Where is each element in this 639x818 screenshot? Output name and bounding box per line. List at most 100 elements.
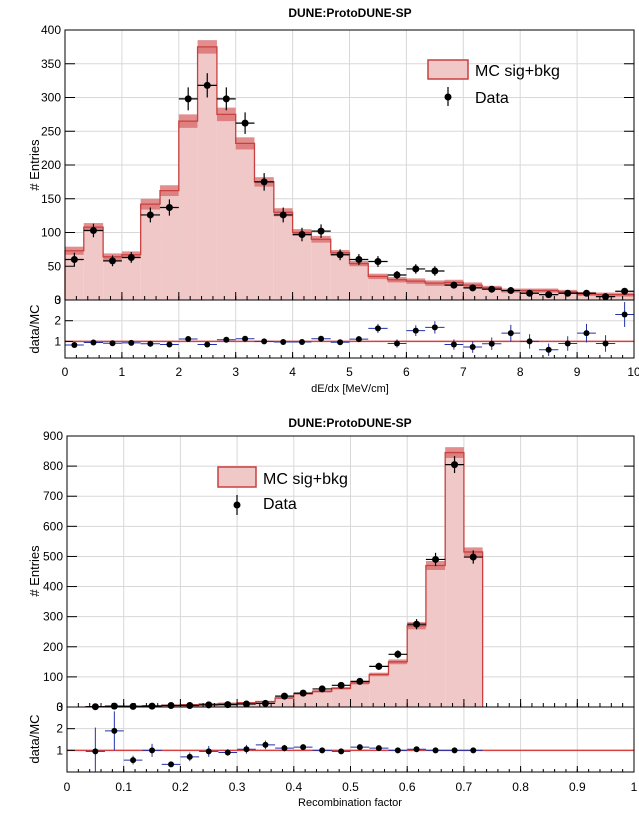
x-tick-label: 0.2 [172, 780, 189, 794]
legend2-mc-label: MC sig+bkg [263, 471, 348, 488]
panel1-ratio-ylabel: data/MC [27, 304, 42, 353]
ratio-point [489, 341, 495, 347]
ratio-point [299, 339, 305, 345]
data-point [469, 284, 476, 291]
data-point [507, 287, 514, 294]
ratio-point [243, 746, 249, 752]
ratio-point [71, 342, 77, 348]
ratio-point [337, 339, 343, 345]
ratio-point [376, 745, 382, 751]
ratio-point [356, 336, 362, 342]
y-tick-label: 900 [43, 429, 63, 443]
y-tick-label: 100 [43, 670, 63, 684]
panel2-ratio-y-ticks: 123 [56, 700, 75, 757]
data-point [564, 290, 571, 297]
data-point [149, 703, 156, 710]
ratio-point [603, 341, 609, 347]
ratio-point [185, 336, 191, 342]
data-point [621, 288, 628, 295]
panel-recombination: DUNE:ProtoDUNE-SP 0100200300400500600700… [27, 416, 638, 809]
ratio-point [452, 747, 458, 753]
mc-bar [84, 227, 103, 300]
x-tick-label: 1 [631, 780, 638, 794]
ratio-point [583, 330, 589, 336]
ratio-point [204, 342, 210, 348]
data-point [319, 685, 326, 692]
x-tick-label: 0.1 [115, 780, 132, 794]
data-point [90, 227, 97, 234]
data-point [185, 95, 192, 102]
data-point [298, 231, 305, 238]
panel2-ratio-grid [67, 707, 634, 772]
x-tick-label: 8 [517, 365, 524, 379]
y-tick-label: 300 [43, 610, 63, 624]
ratio-point [432, 324, 438, 330]
ratio-point [375, 325, 381, 331]
ratio-point [280, 339, 286, 345]
y-tick-label: 250 [41, 124, 61, 138]
data-point [412, 265, 419, 272]
ratio-point [451, 342, 457, 348]
x-tick-label: 10 [627, 365, 639, 379]
mc-bar [351, 683, 370, 707]
panel-dedx: DUNE:ProtoDUNE-SP 0501001502002503003504… [27, 6, 639, 395]
legend2-data-marker [234, 502, 241, 509]
ratio-y-tick-label: 2 [54, 314, 61, 328]
x-tick-label: 7 [460, 365, 467, 379]
mc-bar [388, 280, 407, 300]
ratio-point [262, 742, 268, 748]
ratio-point [261, 338, 267, 344]
data-point [337, 251, 344, 258]
ratio-point [319, 747, 325, 753]
data-point [545, 291, 552, 298]
mc-bar [406, 281, 425, 300]
x-tick-label: 2 [175, 365, 182, 379]
mc-bar [388, 662, 407, 707]
legend2-data-label: Data [263, 496, 297, 513]
data-point [300, 690, 307, 697]
data-point [318, 228, 325, 235]
data-point [413, 621, 420, 628]
x-tick-label: 0.7 [456, 780, 473, 794]
mc-bar [350, 264, 369, 300]
ratio-y-tick-label: 3 [54, 293, 61, 307]
mc-bar [407, 626, 426, 707]
ratio-point [111, 728, 117, 734]
data-point [451, 461, 458, 468]
ratio-y-tick-label: 3 [56, 700, 63, 714]
panel2-ylabel: # Entries [27, 545, 42, 597]
x-tick-label: 0.6 [399, 780, 416, 794]
panel1-title: DUNE:ProtoDUNE-SP [288, 6, 411, 20]
x-tick-label: 0.3 [229, 780, 246, 794]
y-tick-label: 600 [43, 519, 63, 533]
ratio-point [130, 757, 136, 763]
ratio-point [413, 328, 419, 334]
data-point [526, 290, 533, 297]
data-point [394, 272, 401, 279]
x-tick-label: 0 [64, 780, 71, 794]
data-point [602, 293, 609, 300]
panel1-xlabel: dE/dx [MeV/cm] [311, 383, 389, 395]
mc-bar [426, 565, 445, 707]
x-tick-label: 0 [62, 365, 69, 379]
mc-bar [293, 233, 312, 301]
legend2-mc-swatch [218, 467, 256, 487]
ratio-y-tick-label: 1 [54, 334, 61, 348]
data-point [583, 290, 590, 297]
legend-mc-label: MC sig+bkg [475, 63, 560, 80]
data-point [204, 82, 211, 89]
x-tick-label: 4 [289, 365, 296, 379]
mc-bar [179, 121, 198, 300]
data-point [166, 204, 173, 211]
x-tick-label: 0.5 [342, 780, 359, 794]
data-point [356, 678, 363, 685]
data-point [281, 693, 288, 700]
data-point [223, 95, 230, 102]
ratio-point [92, 748, 98, 754]
mc-bar [464, 552, 483, 707]
ratio-point [147, 341, 153, 347]
data-point [242, 120, 249, 127]
